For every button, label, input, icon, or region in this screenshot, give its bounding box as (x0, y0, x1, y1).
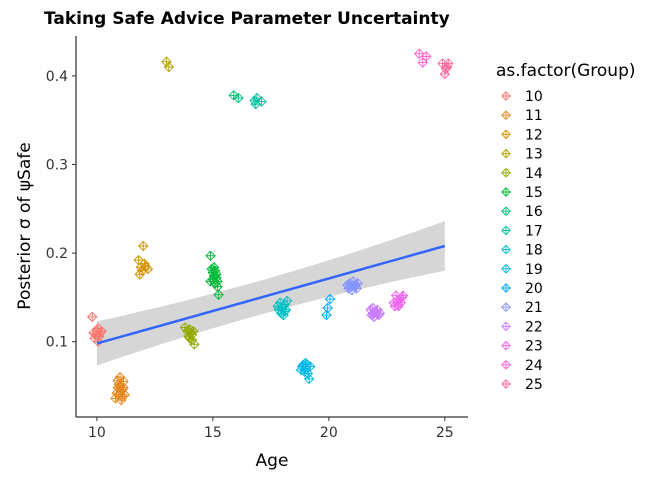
legend-entry: 21 (501, 300, 543, 316)
data-point (211, 269, 222, 280)
y-tick-label: 0.4 (46, 69, 68, 85)
y-axis-title: Posterior σ of ψSafe (15, 142, 35, 309)
x-axis-title: Age (256, 451, 289, 471)
legend-title: as.factor(Group) (496, 61, 636, 81)
legend-label: 21 (525, 300, 543, 316)
y-tick-label: 0.3 (46, 157, 68, 173)
legend-entry: 22 (501, 319, 543, 335)
legend-entry: 12 (501, 127, 543, 143)
regression-line (96, 244, 446, 345)
x-tick-label: 20 (320, 425, 338, 441)
data-point (367, 308, 379, 319)
legend-label: 17 (525, 223, 543, 239)
legend-entry: 24 (501, 358, 543, 374)
data-point (324, 293, 336, 305)
ticks-layer: 10 15 20 25 0.1 0.2 0.3 0.4 (46, 69, 454, 441)
legend: as.factor(Group) 10 11 12 13 14 15 16 17 18 19 20 2… (496, 61, 636, 393)
legend-label: 16 (525, 204, 543, 220)
legend-entry: 25 (501, 377, 543, 393)
legend-label: 13 (525, 147, 543, 163)
legend-entry: 17 (501, 223, 543, 239)
legend-entry: 20 (501, 281, 543, 297)
data-point (138, 240, 149, 252)
data-point (439, 68, 451, 80)
data-point (279, 306, 290, 317)
legend-entry: 14 (501, 166, 543, 182)
legend-entry: 16 (501, 204, 543, 220)
y-tick-label: 0.1 (46, 335, 68, 351)
data-point (205, 276, 216, 287)
legend-label: 12 (525, 127, 543, 143)
data-point (303, 373, 315, 385)
data-point (393, 301, 404, 312)
legend-label: 22 (525, 319, 543, 335)
data-point (186, 334, 198, 346)
data-point (397, 290, 409, 301)
data-point (92, 323, 104, 334)
legend-label: 14 (525, 166, 543, 182)
data-point (322, 302, 333, 314)
y-tick-label: 0.2 (46, 246, 68, 262)
confidence-band (96, 221, 445, 366)
data-point (351, 283, 362, 294)
data-point (112, 375, 123, 386)
data-point (87, 311, 98, 323)
data-point (281, 295, 293, 307)
x-tick-label: 25 (436, 425, 454, 441)
data-point (163, 61, 175, 73)
legend-label: 23 (525, 339, 543, 355)
data-point (213, 289, 224, 300)
data-point (233, 92, 244, 104)
legend-label: 20 (525, 281, 543, 297)
legend-label: 11 (525, 108, 543, 124)
data-point (302, 368, 314, 379)
legend-entry: 13 (501, 147, 543, 163)
x-tick-label: 15 (204, 425, 222, 441)
legend-label: 25 (525, 377, 543, 393)
legend-label: 10 (525, 89, 543, 105)
legend-label: 18 (525, 243, 543, 259)
data-point (136, 265, 148, 277)
data-point (205, 250, 216, 261)
legend-entry: 11 (501, 108, 543, 124)
legend-entry: 19 (501, 262, 543, 278)
x-tick-label: 10 (88, 425, 106, 441)
chart-title: Taking Safe Advice Parameter Uncertainty (44, 9, 450, 29)
data-points-layer (87, 48, 454, 406)
data-point (300, 357, 311, 369)
data-point (414, 48, 425, 59)
legend-label: 19 (525, 262, 543, 278)
fit-line-layer (96, 244, 446, 345)
data-point (113, 389, 125, 401)
data-point (256, 96, 267, 107)
axes (75, 36, 468, 418)
legend-label: 15 (525, 185, 543, 201)
confidence-band-layer (96, 221, 445, 366)
data-point (421, 51, 432, 62)
legend-entry: 15 (501, 185, 543, 201)
legend-entry: 10 (501, 89, 543, 105)
data-point (440, 63, 452, 75)
legend-entry: 18 (501, 243, 543, 259)
legend-label: 24 (525, 358, 543, 374)
legend-entry: 23 (501, 339, 543, 355)
data-point (212, 281, 223, 292)
data-point (118, 382, 129, 393)
data-point (352, 277, 364, 289)
data-point (184, 324, 195, 335)
